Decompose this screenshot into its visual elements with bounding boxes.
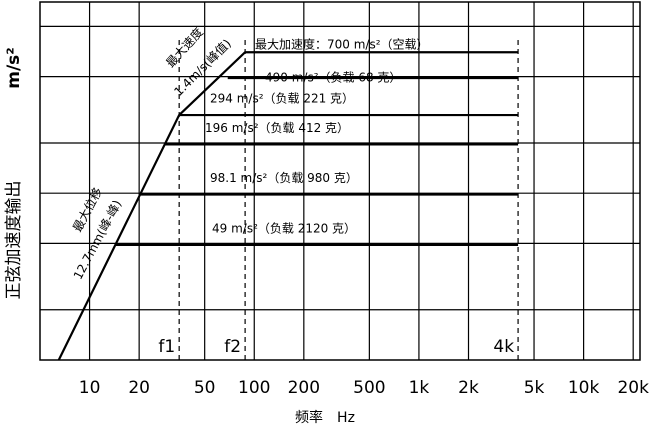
plot-frame [39,1,641,361]
marker-label: f1 [158,337,175,357]
x-tick-label: 20 [128,378,150,398]
x-tick-label: 50 [194,378,216,398]
x-tick-label: 10k [568,378,600,398]
series-label: 294 m/s²（负载 221 克） [210,92,354,106]
x-tick-label: 500 [353,378,385,398]
x-tick-label: 10 [79,378,101,398]
x-tick-label: 20k [617,378,649,398]
y-axis-label: 正弦加速度输出 [4,181,24,300]
x-tick-label: 200 [288,378,320,398]
line [57,51,519,361]
marker-label: f2 [224,337,241,357]
series-label: 490 m/s²（负载 68 克） [265,71,401,85]
y-axis-unit: m/s² [4,47,24,89]
annotation: 最大加速度：700 m/s²（空载） [255,37,429,52]
x-axis-label: 频率 Hz [295,409,355,426]
marker-label: 4k [493,337,514,357]
series-label: 49 m/s²（负载 2120 克） [212,221,356,235]
x-tick-label: 100 [238,378,270,398]
series-label: 196 m/s²（负载 412 克） [205,121,349,135]
x-tick-label: 5k [524,378,545,398]
x-tick-label: 2k [458,378,479,398]
series-label: 98.1 m/s²（负载 980 克） [210,171,358,185]
x-tick-label: 1k [409,378,430,398]
